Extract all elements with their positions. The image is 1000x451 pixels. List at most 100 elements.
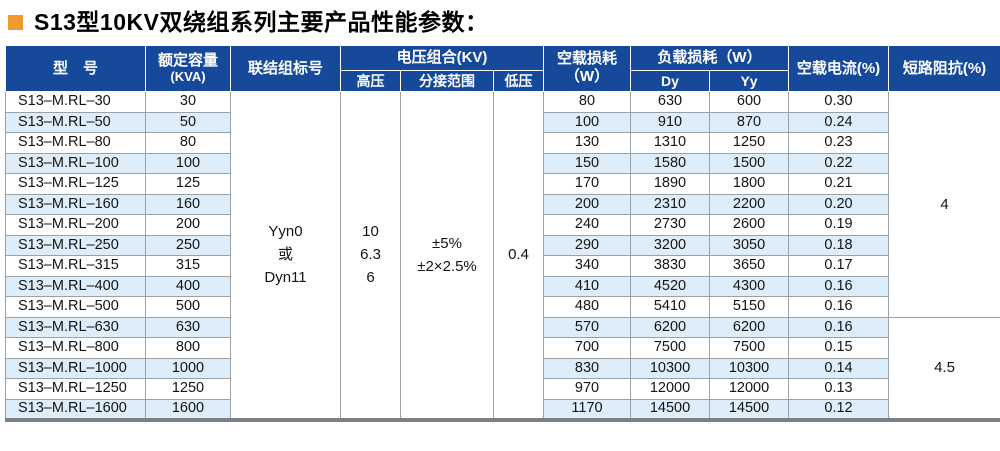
no-load-current-cell: 0.12 xyxy=(788,398,890,421)
lv-cell: 0.4 xyxy=(493,91,544,421)
load-loss-yy-cell: 7500 xyxy=(708,337,790,359)
load-loss-dy-cell: 1890 xyxy=(630,173,710,195)
col-header-dy: Dy xyxy=(630,69,710,93)
no-load-loss-cell: 240 xyxy=(543,214,631,236)
rated-capacity-cell: 160 xyxy=(145,193,231,216)
model-cell: S13–M.RL–1000 xyxy=(5,357,146,380)
rated-capacity-cell: 50 xyxy=(145,111,231,134)
no-load-current-cell: 0.16 xyxy=(788,316,890,339)
load-loss-dy-cell: 3200 xyxy=(630,234,710,257)
rated-capacity-cell: 1600 xyxy=(145,398,231,421)
col-header-capacity: 额定容量 (KVA) xyxy=(145,44,231,93)
load-loss-yy-cell: 2600 xyxy=(708,214,790,236)
model-cell: S13–M.RL–250 xyxy=(5,234,146,257)
no-load-current-cell: 0.30 xyxy=(788,91,890,113)
impedance-cell: 4 xyxy=(888,91,1000,318)
load-loss-yy-cell: 14500 xyxy=(708,398,790,421)
load-loss-dy-cell: 3830 xyxy=(630,255,710,277)
col-header-no-load-loss-label: 空载损耗 xyxy=(556,49,617,67)
header-row-2: 高压 分接范围 低压 Dy Yy xyxy=(6,69,1000,93)
rated-capacity-cell: 250 xyxy=(145,234,231,257)
table-row: S13–M.RL–30 30 Yyn0 或 Dyn11 10 6.3 6 ±5% ±2×2.5% 0… xyxy=(5,91,1000,421)
col-header-no-load-loss: 空载损耗 （W） xyxy=(543,44,631,93)
spec-table: 型 号 额定容量 (KVA) 联结组标号 电压组合(KV) 空载损耗 （W） 负… xyxy=(5,44,1000,422)
no-load-loss-cell: 830 xyxy=(543,357,631,380)
no-load-loss-cell: 970 xyxy=(543,378,631,400)
table-header: 型 号 额定容量 (KVA) 联结组标号 电压组合(KV) 空载损耗 （W） 负… xyxy=(5,44,1000,93)
rated-capacity-cell: 1000 xyxy=(145,357,231,380)
col-header-load-loss: 负载损耗（W） xyxy=(629,44,790,71)
load-loss-dy-cell: 910 xyxy=(630,111,710,134)
no-load-current-cell: 0.16 xyxy=(788,296,890,318)
table-row: S13–M.RL–800 800 700 7500 7500 0.15 xyxy=(5,337,1000,359)
col-header-model: 型 号 xyxy=(5,44,146,93)
col-header-impedance: 短路阻抗(%) xyxy=(888,44,1000,93)
rated-capacity-cell: 1250 xyxy=(145,378,231,400)
no-load-current-cell: 0.13 xyxy=(788,378,890,400)
rated-capacity-cell: 500 xyxy=(145,296,231,318)
page-title-row: S13型10KV双绕组系列主要产品性能参数： xyxy=(0,0,1000,45)
table-row: S13–M.RL–80 80 130 1310 1250 0.23 xyxy=(5,132,1000,154)
model-cell: S13–M.RL–1600 xyxy=(5,398,146,421)
no-load-loss-cell: 480 xyxy=(543,296,631,318)
connection-group-cell: Yyn0 或 Dyn11 xyxy=(230,91,341,421)
col-header-lv: 低压 xyxy=(493,69,544,93)
no-load-current-cell: 0.16 xyxy=(788,275,890,298)
col-header-yy: Yy xyxy=(708,69,790,93)
tap-range-cell: ±5% ±2×2.5% xyxy=(400,91,494,421)
model-cell: S13–M.RL–80 xyxy=(5,132,146,154)
load-loss-dy-cell: 4520 xyxy=(630,275,710,298)
no-load-loss-cell: 410 xyxy=(543,275,631,298)
model-cell: S13–M.RL–500 xyxy=(5,296,146,318)
load-loss-yy-cell: 12000 xyxy=(708,378,790,400)
no-load-loss-cell: 700 xyxy=(543,337,631,359)
table-body: S13–M.RL–30 30 Yyn0 或 Dyn11 10 6.3 6 ±5% ±2×2.5% 0… xyxy=(5,91,1000,421)
col-header-connection: 联结组标号 xyxy=(230,44,341,93)
no-load-current-cell: 0.19 xyxy=(788,214,890,236)
no-load-current-cell: 0.21 xyxy=(788,173,890,195)
no-load-current-cell: 0.15 xyxy=(788,337,890,359)
col-header-capacity-unit: (KVA) xyxy=(170,69,206,85)
no-load-loss-cell: 1170 xyxy=(543,398,631,421)
rated-capacity-cell: 125 xyxy=(145,173,231,195)
load-loss-yy-cell: 3650 xyxy=(708,255,790,277)
load-loss-yy-cell: 10300 xyxy=(708,357,790,380)
no-load-loss-cell: 340 xyxy=(543,255,631,277)
no-load-current-cell: 0.23 xyxy=(788,132,890,154)
load-loss-yy-cell: 6200 xyxy=(708,316,790,339)
model-cell: S13–M.RL–30 xyxy=(5,91,146,113)
model-cell: S13–M.RL–315 xyxy=(5,255,146,277)
col-header-voltage-group: 电压组合(KV) xyxy=(340,44,544,71)
load-loss-dy-cell: 2730 xyxy=(630,214,710,236)
load-loss-yy-cell: 2200 xyxy=(708,193,790,216)
rated-capacity-cell: 630 xyxy=(145,316,231,339)
no-load-loss-cell: 100 xyxy=(543,111,631,134)
no-load-loss-cell: 170 xyxy=(543,173,631,195)
model-cell: S13–M.RL–125 xyxy=(5,173,146,195)
load-loss-yy-cell: 1800 xyxy=(708,173,790,195)
load-loss-yy-cell: 1250 xyxy=(708,132,790,154)
load-loss-yy-cell: 5150 xyxy=(708,296,790,318)
model-cell: S13–M.RL–800 xyxy=(5,337,146,359)
model-cell: S13–M.RL–200 xyxy=(5,214,146,236)
table-row: S13–M.RL–1250 1250 970 12000 12000 0.13 xyxy=(5,378,1000,400)
col-header-tap-range: 分接范围 xyxy=(400,69,494,93)
no-load-loss-cell: 570 xyxy=(543,316,631,339)
rated-capacity-cell: 100 xyxy=(145,152,231,175)
no-load-loss-cell: 130 xyxy=(543,132,631,154)
no-load-loss-cell: 290 xyxy=(543,234,631,257)
model-cell: S13–M.RL–630 xyxy=(5,316,146,339)
load-loss-dy-cell: 5410 xyxy=(630,296,710,318)
load-loss-dy-cell: 630 xyxy=(630,91,710,113)
load-loss-dy-cell: 14500 xyxy=(630,398,710,421)
table-row: S13–M.RL–630 630 570 6200 6200 0.16 4.5 xyxy=(5,316,1000,421)
col-header-capacity-label: 额定容量 xyxy=(157,51,218,69)
hv-cell: 10 6.3 6 xyxy=(340,91,401,421)
page-title: S13型10KV双绕组系列主要产品性能参数： xyxy=(34,9,489,35)
load-loss-dy-cell: 10300 xyxy=(630,357,710,380)
no-load-loss-cell: 150 xyxy=(543,152,631,175)
rated-capacity-cell: 200 xyxy=(145,214,231,236)
header-row-1: 型 号 额定容量 (KVA) 联结组标号 电压组合(KV) 空载损耗 （W） 负… xyxy=(5,44,1000,93)
model-cell: S13–M.RL–50 xyxy=(5,111,146,134)
load-loss-dy-cell: 12000 xyxy=(630,378,710,400)
